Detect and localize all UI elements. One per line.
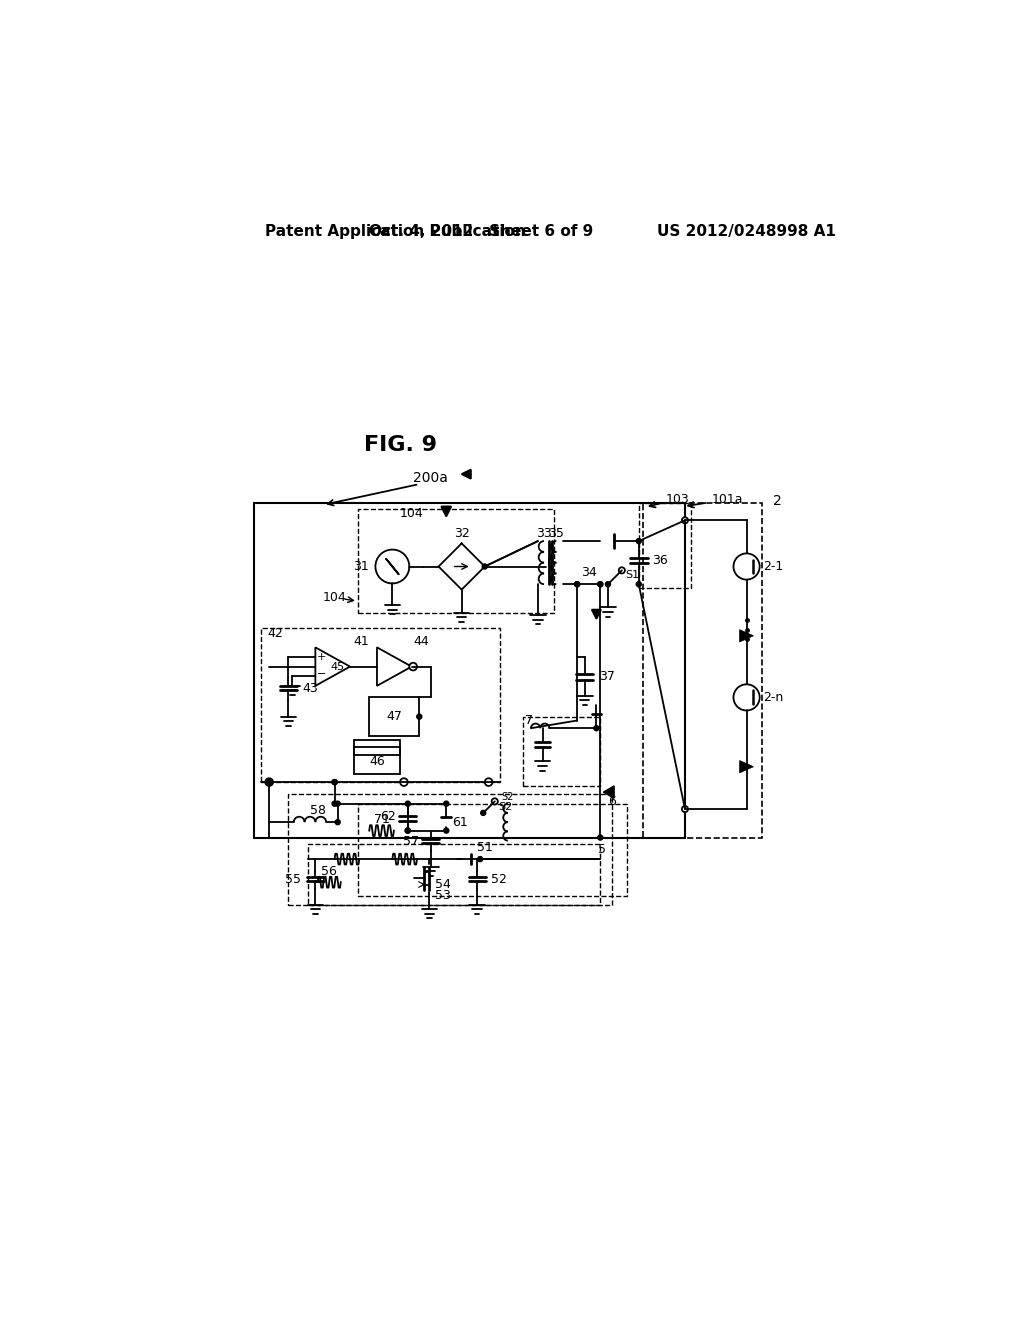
Text: 51: 51 <box>477 841 493 854</box>
Text: S1: S1 <box>625 570 639 579</box>
Text: S2: S2 <box>499 801 513 812</box>
Circle shape <box>594 726 599 730</box>
Text: 31: 31 <box>353 560 370 573</box>
Circle shape <box>406 829 410 833</box>
Text: 62: 62 <box>380 810 395 824</box>
Circle shape <box>598 582 602 586</box>
Text: S2: S2 <box>502 792 514 803</box>
Text: 104: 104 <box>323 591 346 603</box>
Circle shape <box>333 801 337 807</box>
Text: P: P <box>547 560 553 569</box>
Text: 43: 43 <box>302 682 318 696</box>
Circle shape <box>481 810 485 816</box>
Polygon shape <box>315 647 350 686</box>
Text: 35: 35 <box>549 527 564 540</box>
Polygon shape <box>603 785 614 799</box>
Circle shape <box>605 582 610 586</box>
Circle shape <box>400 779 408 785</box>
Circle shape <box>682 807 688 812</box>
Circle shape <box>406 801 410 807</box>
Polygon shape <box>592 610 601 619</box>
Circle shape <box>336 820 340 825</box>
Text: 42: 42 <box>267 627 284 640</box>
Text: 2-n: 2-n <box>764 690 783 704</box>
Text: 33: 33 <box>537 527 552 540</box>
Text: +: + <box>316 652 327 663</box>
Bar <box>307 843 600 906</box>
Circle shape <box>444 829 449 833</box>
Bar <box>354 739 400 755</box>
Bar <box>370 697 419 737</box>
Text: 2-1: 2-1 <box>764 560 783 573</box>
Circle shape <box>637 539 641 544</box>
Text: 200a: 200a <box>414 471 449 484</box>
Circle shape <box>333 780 337 784</box>
Circle shape <box>682 517 688 524</box>
Polygon shape <box>441 507 452 516</box>
Circle shape <box>482 564 487 569</box>
Text: 2: 2 <box>773 494 781 508</box>
Text: 46: 46 <box>369 755 385 768</box>
Text: 61: 61 <box>453 816 468 829</box>
Circle shape <box>265 779 273 785</box>
Text: 52: 52 <box>490 874 507 887</box>
Bar <box>523 717 600 785</box>
Text: 101a: 101a <box>712 492 743 506</box>
Text: 53: 53 <box>435 888 452 902</box>
Polygon shape <box>377 647 412 686</box>
Bar <box>354 747 400 775</box>
Text: 54: 54 <box>435 878 452 891</box>
Text: 6: 6 <box>608 795 615 808</box>
Text: 58: 58 <box>310 804 326 817</box>
Text: 104: 104 <box>400 507 424 520</box>
Text: FIG. 9: FIG. 9 <box>364 434 436 455</box>
Text: Oct. 4, 2012   Sheet 6 of 9: Oct. 4, 2012 Sheet 6 of 9 <box>369 224 593 239</box>
Text: 47: 47 <box>387 710 402 723</box>
Text: 56: 56 <box>322 865 337 878</box>
Bar <box>357 804 628 896</box>
Text: 44: 44 <box>413 635 429 648</box>
Text: 32: 32 <box>454 527 470 540</box>
Bar <box>639 503 691 589</box>
Circle shape <box>444 801 449 807</box>
Circle shape <box>598 582 602 586</box>
Bar <box>261 628 500 781</box>
Text: −: − <box>316 669 327 680</box>
Circle shape <box>637 582 641 586</box>
Circle shape <box>406 829 410 833</box>
Circle shape <box>478 857 482 862</box>
Polygon shape <box>462 470 471 479</box>
Circle shape <box>333 780 337 784</box>
Text: Patent Application Publication: Patent Application Publication <box>265 224 526 239</box>
Text: 37: 37 <box>599 671 614 684</box>
Circle shape <box>618 568 625 573</box>
Text: 103: 103 <box>666 492 689 506</box>
Circle shape <box>267 780 271 784</box>
Bar <box>643 503 762 838</box>
Circle shape <box>574 582 580 586</box>
Polygon shape <box>739 760 754 774</box>
Circle shape <box>484 779 493 785</box>
Text: 45: 45 <box>331 661 345 672</box>
Circle shape <box>598 836 602 840</box>
Polygon shape <box>739 630 754 642</box>
Bar <box>254 503 685 838</box>
Text: 7: 7 <box>524 714 532 727</box>
Circle shape <box>410 663 417 671</box>
Text: 34: 34 <box>581 566 597 579</box>
Text: 57: 57 <box>402 834 419 847</box>
Text: 71: 71 <box>374 813 389 826</box>
Text: 55: 55 <box>286 874 301 887</box>
Circle shape <box>417 714 422 719</box>
Text: 5: 5 <box>598 842 606 855</box>
Circle shape <box>574 582 580 586</box>
Circle shape <box>336 801 340 807</box>
Circle shape <box>492 799 498 804</box>
Bar <box>357 508 554 612</box>
Text: US 2012/0248998 A1: US 2012/0248998 A1 <box>657 224 836 239</box>
Bar <box>289 793 611 906</box>
Text: 41: 41 <box>354 635 370 648</box>
Text: 36: 36 <box>652 554 668 566</box>
